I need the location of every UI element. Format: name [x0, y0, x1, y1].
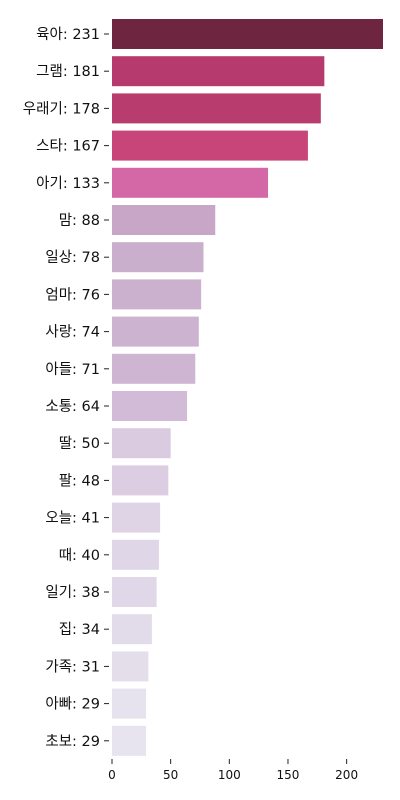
- category-labels-group: 육아: 231 그램: 181 우래기: 178 스타: 167 아기: 133 맘: 8…: [23, 26, 109, 750]
- category-label: 오늘: 41: [45, 510, 100, 527]
- bar: [112, 502, 161, 533]
- category-label: 사랑: 74: [45, 324, 100, 341]
- category-label: 팔: 48: [59, 472, 100, 489]
- category-label: 일상: 78: [45, 249, 100, 266]
- bar: [112, 577, 157, 607]
- bar: [112, 539, 159, 570]
- x-tick-label: 150: [277, 768, 300, 782]
- category-label: 아빠: 29: [45, 696, 100, 713]
- category-label: 맘: 88: [59, 212, 100, 229]
- category-label: 가족: 31: [45, 658, 100, 675]
- category-label: 우래기: 178: [23, 100, 100, 117]
- bar: [112, 725, 147, 756]
- bar: [112, 353, 196, 384]
- bar: [112, 93, 321, 124]
- bar: [112, 391, 188, 421]
- bar: [112, 688, 147, 719]
- category-label: 집: 34: [59, 621, 100, 638]
- x-tick-label: 200: [335, 768, 358, 782]
- x-tick-label: 100: [218, 768, 241, 782]
- category-label: 소통: 64: [45, 399, 100, 415]
- bar: [112, 465, 169, 496]
- category-label: 아기: 133: [36, 175, 100, 192]
- bar: [112, 651, 149, 682]
- bar: [112, 19, 383, 49]
- category-label: 아들: 71: [45, 361, 100, 378]
- bar: [112, 279, 202, 310]
- bar: [112, 428, 171, 459]
- bar: [112, 167, 269, 198]
- x-tick-label: 0: [108, 768, 116, 782]
- category-label: 스타: 167: [36, 138, 100, 155]
- bar: [112, 130, 308, 161]
- x-axis: 0 50 100 150 200: [108, 759, 358, 782]
- bar: [112, 242, 204, 273]
- bar: [112, 56, 325, 87]
- bar: [112, 614, 152, 645]
- category-label: 육아: 231: [36, 26, 100, 43]
- bar: [112, 316, 199, 347]
- category-label: 일기: 38: [45, 584, 100, 601]
- category-label: 딸: 50: [59, 435, 100, 452]
- category-label: 그램: 181: [36, 63, 100, 80]
- category-label: 엄마: 76: [45, 286, 100, 303]
- x-tick-label: 50: [163, 768, 178, 782]
- category-label: 초보: 29: [45, 734, 100, 750]
- category-label: 때: 40: [59, 547, 100, 564]
- bar: [112, 205, 216, 235]
- bars-group: [112, 19, 383, 756]
